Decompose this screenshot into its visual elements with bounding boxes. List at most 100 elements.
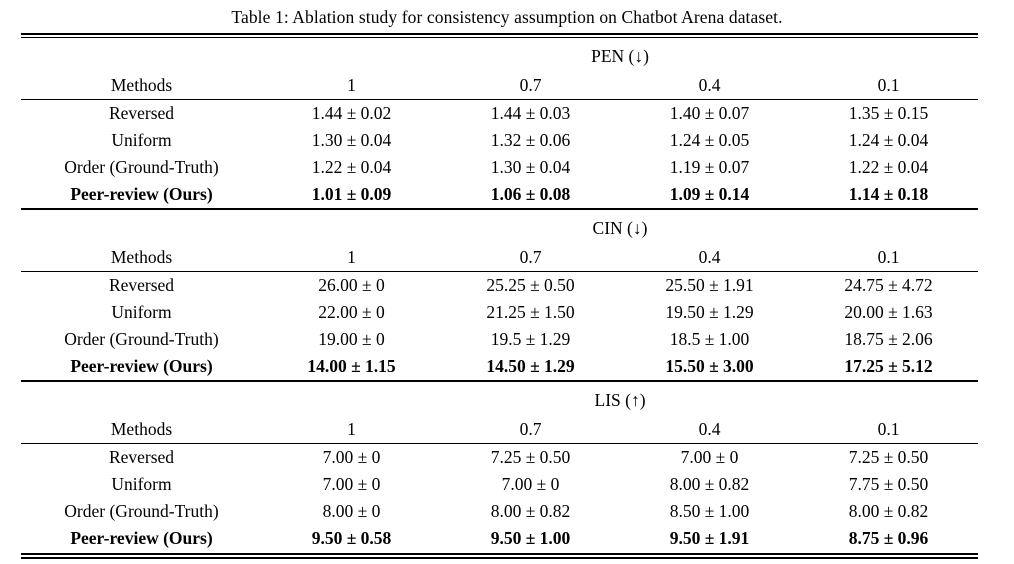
col-header: 0.4: [620, 71, 799, 100]
method-cell: Reversed: [108, 447, 175, 467]
table-row: Order (Ground-Truth) 8.00 ± 0 8.00 ± 0.8…: [21, 498, 978, 525]
value-cell: 1.09 ± 0.14: [620, 181, 799, 210]
col-header-methods: Methods: [21, 415, 262, 444]
col-header: 1: [262, 71, 441, 100]
value-cell: 25.50 ± 1.91: [665, 275, 754, 295]
value-cell: 19.50 ± 1.29: [665, 302, 754, 322]
value-cell: 26.00 ± 0: [318, 275, 385, 295]
value-cell: 7.00 ± 0: [501, 474, 560, 494]
top-double-rule: [21, 33, 978, 38]
value-cell: 25.25 ± 0.50: [486, 275, 575, 295]
value-cell: 1.44 ± 0.03: [490, 103, 571, 123]
metric-header-lis: LIS (↑): [594, 389, 646, 410]
value-cell: 20.00 ± 1.63: [844, 302, 933, 322]
method-cell: Order (Ground-Truth): [64, 329, 219, 349]
value-cell: 15.50 ± 3.00: [620, 353, 799, 382]
table-row: Methods 1 0.7 0.4 0.1: [21, 415, 979, 444]
metric-header-pen: PEN (↓): [591, 45, 649, 66]
method-cell: Peer-review (Ours): [21, 353, 262, 382]
col-header: 0.7: [441, 415, 620, 444]
table-row: Uniform 22.00 ± 0 21.25 ± 1.50 19.50 ± 1…: [21, 299, 978, 326]
method-cell: Reversed: [108, 275, 175, 295]
table-caption: Table 1: Ablation study for consistency …: [231, 7, 783, 27]
method-cell: Uniform: [111, 474, 172, 494]
table-row: Uniform 7.00 ± 0 7.00 ± 0 8.00 ± 0.82 7.…: [21, 471, 978, 498]
ablation-table: PEN (↓) Methods 1 0.7 0.4 0.1 Reversed 1…: [21, 38, 979, 552]
value-cell: 21.25 ± 1.50: [486, 302, 575, 322]
col-header: 0.4: [620, 243, 799, 272]
col-header: 1: [262, 415, 441, 444]
table-row: LIS (↑): [21, 381, 978, 415]
value-cell: 14.00 ± 1.15: [262, 353, 441, 382]
value-cell: 9.50 ± 1.91: [669, 528, 750, 548]
value-cell: 7.00 ± 0: [680, 447, 739, 467]
value-cell: 1.06 ± 0.08: [441, 181, 620, 210]
value-cell: 8.00 ± 0.82: [490, 501, 571, 521]
bottom-double-rule: [21, 553, 978, 559]
value-cell: 17.25 ± 5.12: [799, 353, 979, 382]
value-cell: 1.44 ± 0.02: [311, 103, 392, 123]
method-cell: Reversed: [108, 103, 175, 123]
value-cell: 19.00 ± 0: [318, 329, 385, 349]
ablation-table-wrap: PEN (↓) Methods 1 0.7 0.4 0.1 Reversed 1…: [21, 33, 979, 559]
value-cell: 7.25 ± 0.50: [848, 447, 929, 467]
col-header: 0.7: [441, 71, 620, 100]
table-row: PEN (↓): [21, 38, 978, 71]
value-cell: 8.00 ± 0.82: [848, 501, 929, 521]
value-cell: 8.50 ± 1.00: [669, 501, 750, 521]
col-header-methods: Methods: [21, 243, 262, 272]
col-header: 1: [262, 243, 441, 272]
value-cell: 7.25 ± 0.50: [490, 447, 571, 467]
table-row: CIN (↓): [21, 209, 978, 243]
value-cell: 8.00 ± 0.82: [669, 474, 750, 494]
value-cell: 1.24 ± 0.05: [669, 130, 750, 150]
col-header: 0.1: [799, 415, 979, 444]
spacer-cell: [21, 209, 262, 243]
value-cell: 7.00 ± 0: [322, 447, 381, 467]
table-row: Peer-review (Ours) 1.01 ± 0.09 1.06 ± 0.…: [21, 181, 979, 210]
value-cell: 18.75 ± 2.06: [844, 329, 933, 349]
value-cell: 18.5 ± 1.00: [669, 329, 750, 349]
col-header-methods: Methods: [21, 71, 262, 100]
value-cell: 24.75 ± 4.72: [844, 275, 933, 295]
value-cell: 8.75 ± 0.96: [848, 528, 929, 548]
value-cell: 7.75 ± 0.50: [848, 474, 929, 494]
method-cell: Peer-review (Ours): [70, 528, 213, 548]
value-cell: 1.14 ± 0.18: [799, 181, 979, 210]
value-cell: 1.30 ± 0.04: [490, 157, 571, 177]
table-row: Methods 1 0.7 0.4 0.1: [21, 71, 979, 100]
value-cell: 1.01 ± 0.09: [262, 181, 441, 210]
value-cell: 9.50 ± 1.00: [490, 528, 571, 548]
col-header: 0.1: [799, 243, 979, 272]
value-cell: 1.30 ± 0.04: [311, 130, 392, 150]
method-cell: Order (Ground-Truth): [64, 501, 219, 521]
spacer-cell: [21, 381, 262, 415]
table-row: Order (Ground-Truth) 1.22 ± 0.04 1.30 ± …: [21, 154, 978, 181]
value-cell: 1.40 ± 0.07: [669, 103, 750, 123]
value-cell: 1.22 ± 0.04: [311, 157, 392, 177]
table-row: Order (Ground-Truth) 19.00 ± 0 19.5 ± 1.…: [21, 326, 978, 353]
table-row: Reversed 1.44 ± 0.02 1.44 ± 0.03 1.40 ± …: [21, 100, 978, 128]
value-cell: 8.00 ± 0: [322, 501, 381, 521]
table-row: Uniform 1.30 ± 0.04 1.32 ± 0.06 1.24 ± 0…: [21, 127, 978, 154]
table-row: Reversed 7.00 ± 0 7.25 ± 0.50 7.00 ± 0 7…: [21, 444, 978, 472]
col-header: 0.1: [799, 71, 979, 100]
table-row: Reversed 26.00 ± 0 25.25 ± 0.50 25.50 ± …: [21, 272, 978, 300]
method-cell: Uniform: [111, 302, 172, 322]
value-cell: 22.00 ± 0: [318, 302, 385, 322]
table-row: Peer-review (Ours) 9.50 ± 0.58 9.50 ± 1.…: [21, 525, 978, 552]
value-cell: 1.24 ± 0.04: [848, 130, 929, 150]
value-cell: 1.35 ± 0.15: [848, 103, 929, 123]
spacer-cell: [21, 38, 262, 71]
method-cell: Uniform: [111, 130, 172, 150]
method-cell: Peer-review (Ours): [21, 181, 262, 210]
value-cell: 14.50 ± 1.29: [441, 353, 620, 382]
table-row: Peer-review (Ours) 14.00 ± 1.15 14.50 ± …: [21, 353, 979, 382]
value-cell: 7.00 ± 0: [322, 474, 381, 494]
metric-header-cin: CIN (↓): [592, 217, 648, 238]
table-row: Methods 1 0.7 0.4 0.1: [21, 243, 979, 272]
col-header: 0.4: [620, 415, 799, 444]
value-cell: 9.50 ± 0.58: [311, 528, 392, 548]
value-cell: 19.5 ± 1.29: [490, 329, 571, 349]
